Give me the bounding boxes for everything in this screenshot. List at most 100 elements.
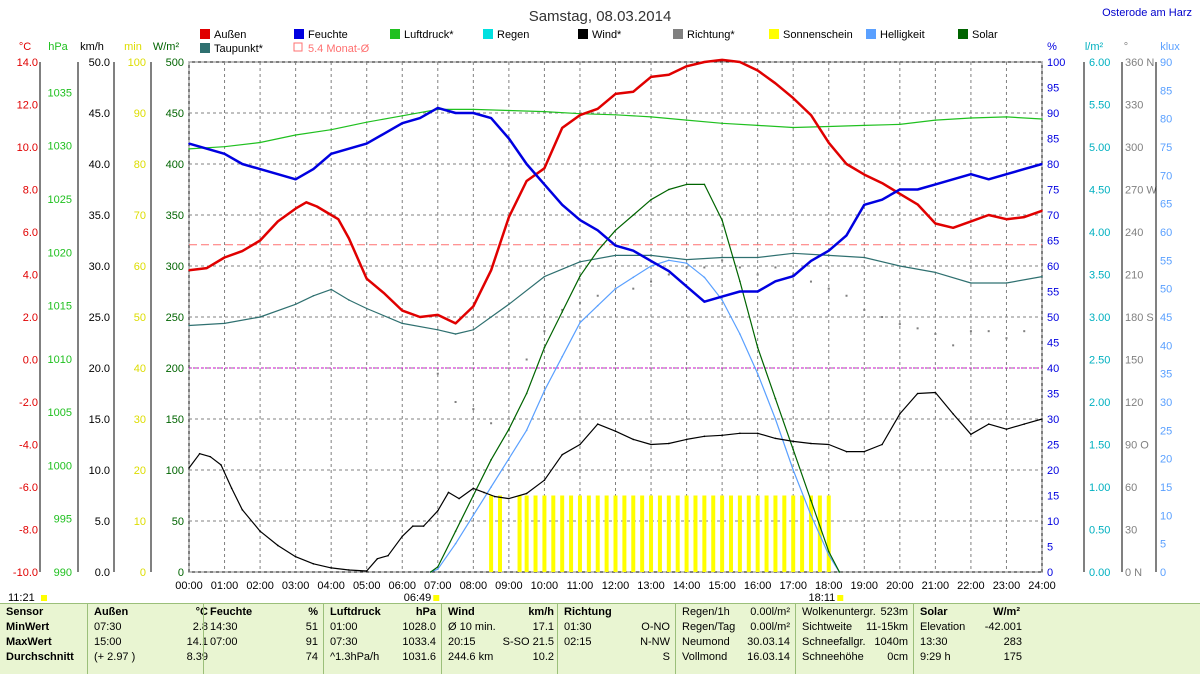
x-tick-label: 09:00: [495, 580, 523, 592]
data-point: [952, 178, 954, 181]
table-divider: [441, 604, 442, 674]
axis-tick-label: 5: [1047, 542, 1053, 554]
axis-tick-label: 65: [1047, 236, 1059, 248]
data-point: [230, 487, 233, 490]
data-point: [596, 304, 599, 307]
data-point: [401, 535, 404, 538]
data-point: [668, 73, 670, 76]
legend-swatch: [578, 29, 588, 39]
axis-tick-label: 300: [1125, 142, 1143, 154]
left-axis-unit: min: [124, 41, 142, 53]
axis-tick-label: 45.0: [89, 108, 110, 120]
data-point: [223, 145, 226, 148]
axis-tick-label: 50: [1160, 284, 1172, 296]
info-value: 523m: [880, 606, 908, 618]
table-cell-value: -42.001: [984, 621, 1022, 633]
axis-tick-label: 30: [1160, 397, 1172, 409]
sunshine-bar: [791, 495, 796, 572]
axis-tick-label: 60: [134, 261, 146, 273]
data-point: [614, 113, 617, 116]
weather-chart: Samstag, 08.03.2014 Osterode am Harz Auß…: [8, 7, 1192, 603]
legend-swatch: [294, 29, 304, 39]
data-point: [525, 492, 528, 495]
data-point: [632, 438, 635, 441]
series-sonnenschein: [489, 495, 831, 572]
axis-tick-label: 300: [166, 261, 184, 273]
axis-tick-label: 400: [166, 159, 184, 171]
axis-tick-label: -4.0: [19, 440, 38, 452]
sunshine-bar: [729, 495, 734, 572]
data-point: [472, 305, 475, 308]
data-point: [472, 514, 475, 517]
data-point: [810, 260, 812, 262]
data-point: [401, 122, 404, 124]
data-point: [863, 173, 866, 176]
axis-tick-label: 1015: [48, 301, 72, 313]
direction-dot: [472, 408, 475, 411]
data-point: [827, 141, 830, 144]
axis-tick-label: 250: [166, 312, 184, 324]
data-point: [348, 569, 350, 571]
data-point: [756, 290, 759, 293]
data-point: [198, 452, 201, 455]
direction-dot: [525, 358, 528, 361]
direction-dot: [667, 273, 670, 276]
table-cell-time: 9:29 h: [920, 651, 951, 663]
axis-tick-label: 0: [140, 567, 146, 579]
axis-tick-label: -6.0: [19, 482, 38, 494]
axis-tick-label: 200: [166, 363, 184, 375]
sunshine-bar: [640, 495, 645, 572]
sunshine-bar: [826, 495, 831, 572]
data-point: [792, 448, 795, 451]
sunshine-bar: [657, 495, 662, 572]
legend-label: Wind*: [592, 29, 622, 41]
table-cell-value: 74: [305, 651, 318, 663]
data-point: [792, 275, 795, 278]
data-point: [1023, 168, 1026, 170]
table-cell-time: 15:00: [94, 636, 122, 648]
data-point: [472, 487, 475, 490]
data-point: [472, 108, 475, 111]
legend-swatch: [390, 29, 400, 39]
axis-tick-label: 10: [134, 516, 146, 528]
data-point: [792, 97, 795, 99]
data-point: [827, 443, 830, 446]
axis-tick-label: 0.0: [23, 355, 38, 367]
sunshine-bar: [586, 495, 591, 572]
data-point: [863, 204, 866, 206]
axis-tick-label: 450: [166, 108, 184, 120]
axis-tick-label: 50: [134, 312, 146, 324]
data-point: [650, 443, 652, 446]
data-point: [1005, 428, 1008, 431]
data-point: [614, 430, 617, 433]
table-column-header: Feuchte: [210, 606, 253, 618]
data-point: [721, 295, 723, 298]
data-point: [543, 389, 546, 392]
info-value: 0.00l/m²: [750, 606, 790, 618]
x-tick-label: 23:00: [993, 580, 1021, 592]
axis-tick-label: 14.0: [17, 57, 38, 69]
data-point: [703, 435, 706, 438]
axis-tick-label: 1025: [48, 194, 72, 206]
x-tick-label: 13:00: [637, 580, 665, 592]
table-header-sensor: Sensor: [6, 606, 44, 618]
axis-tick-label: 30.0: [89, 261, 110, 273]
data-point: [685, 119, 688, 121]
data-point: [472, 112, 475, 114]
axis-tick-label: 1030: [48, 141, 72, 153]
series-helligkeit: [429, 259, 841, 573]
axis-tick-label: 80: [134, 159, 146, 171]
data-point: [447, 491, 450, 494]
sunshine-bar: [649, 495, 654, 572]
data-point: [632, 249, 635, 252]
axis-tick-label: 2.00: [1089, 397, 1110, 409]
direction-dot: [436, 372, 439, 375]
table-cell-value: 1033.4: [402, 636, 436, 648]
axis-tick-label: 90 O: [1125, 440, 1149, 452]
data-point: [668, 442, 670, 445]
axis-tick-label: 270 W: [1125, 185, 1157, 197]
sunshine-bar: [517, 495, 522, 572]
data-point: [330, 288, 332, 291]
sunshine-bar: [551, 495, 556, 572]
legend-swatch: [866, 29, 876, 39]
